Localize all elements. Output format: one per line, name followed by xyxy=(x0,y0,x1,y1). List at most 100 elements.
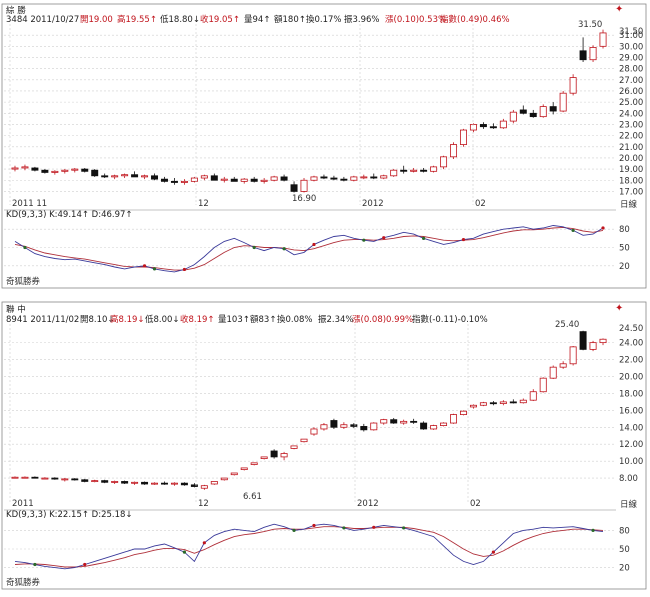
date-tick-label: 12 xyxy=(198,199,209,209)
price-tick-label: 30.00 xyxy=(619,42,643,52)
candle xyxy=(300,438,308,443)
candle-body xyxy=(589,47,597,61)
price-grid xyxy=(4,342,614,479)
red-star-icon: ✦ xyxy=(615,303,623,314)
candle xyxy=(529,389,537,402)
candle xyxy=(61,478,69,482)
candle-body xyxy=(390,419,398,424)
candle-body xyxy=(71,168,79,171)
high-mark-label: 25.40 xyxy=(555,320,579,330)
price-tick-label: 26.00 xyxy=(619,87,643,97)
candle-body xyxy=(569,346,577,365)
candle-body xyxy=(440,156,448,168)
candle-body xyxy=(260,456,268,459)
candle xyxy=(430,424,438,430)
candle-body xyxy=(270,176,278,181)
candle-body xyxy=(479,402,487,406)
candle-body xyxy=(180,482,188,486)
candle-body xyxy=(549,106,557,112)
candle-body xyxy=(41,169,49,173)
candle-body xyxy=(390,169,398,177)
candle xyxy=(410,167,418,173)
price-tick-label: 27.00 xyxy=(619,76,643,86)
candle-body xyxy=(220,477,228,481)
candle-body xyxy=(509,111,517,122)
candle-body xyxy=(270,450,278,458)
candle-body xyxy=(131,481,139,484)
price-grid xyxy=(4,34,614,192)
candle xyxy=(469,123,477,133)
kd-cross-dot xyxy=(461,237,466,242)
candle xyxy=(559,361,567,369)
kd-cross-dot xyxy=(282,247,286,251)
candle-body xyxy=(579,50,587,61)
price-tick-label: 18.00 xyxy=(619,389,643,399)
kd-panel: 20 50 80 xyxy=(4,225,630,273)
k-line xyxy=(14,523,604,570)
candle xyxy=(280,174,288,182)
quote-info: 8941 2011/11/02 開8.10↓ 高8.19↓ 低8.00↓ 收8.… xyxy=(6,314,488,325)
candle xyxy=(151,482,159,485)
candle xyxy=(160,481,168,485)
candle-body xyxy=(101,480,109,483)
candle xyxy=(459,128,467,147)
candle-body xyxy=(51,477,59,480)
candle-body xyxy=(489,126,497,129)
candle-body xyxy=(430,166,438,172)
candle xyxy=(380,418,388,425)
candle xyxy=(400,419,408,425)
candle xyxy=(11,165,19,172)
candle xyxy=(160,176,168,183)
candle-body xyxy=(121,174,129,177)
candle-body xyxy=(190,484,198,487)
low-value: 低18.80↓ xyxy=(160,14,200,25)
kd-cross-dot xyxy=(292,528,296,533)
price-axis: 8.00 10.00 12.00 14.00 16.00 18.00 20.00 22.00 2… xyxy=(619,339,643,484)
candle-body xyxy=(21,476,29,479)
candle xyxy=(450,413,458,424)
candle xyxy=(200,174,208,181)
candle-body xyxy=(81,479,89,482)
candle-body xyxy=(160,482,168,485)
candle-body xyxy=(599,338,607,344)
candle xyxy=(390,417,398,424)
candle-body xyxy=(420,422,428,430)
candle-body xyxy=(539,106,547,118)
kd-tick-label: 80 xyxy=(619,526,630,536)
candle-body xyxy=(400,169,408,172)
candle xyxy=(370,422,378,431)
candle xyxy=(210,481,218,485)
last-price-box xyxy=(617,324,643,333)
candle-body xyxy=(170,482,178,485)
price-tick-label: 10.00 xyxy=(619,457,643,467)
candle xyxy=(599,338,607,346)
price-tick-label: 14.00 xyxy=(619,423,643,433)
candle xyxy=(260,178,268,184)
kd-tick-label: 20 xyxy=(619,564,630,574)
candle xyxy=(459,410,467,416)
candle xyxy=(121,480,129,484)
candle-body xyxy=(170,180,178,183)
volume-value: 量94↑ xyxy=(244,15,270,25)
chart-frame xyxy=(1,301,647,590)
chart-panel-cheng-chung: 聯 中 8941 2011/11/02 開8.10↓ 高8.19↓ 低8.00↓… xyxy=(1,301,647,590)
candle xyxy=(250,462,258,466)
candle-body xyxy=(200,175,208,179)
candle xyxy=(410,418,418,424)
price-tick-label: 16.00 xyxy=(619,406,643,416)
kd-cross-dot xyxy=(601,226,605,230)
kd-cross-dot xyxy=(342,526,346,530)
price-tick-label: 20.00 xyxy=(619,154,643,164)
date-axis: 2011 11 12 2012 02 xyxy=(9,24,486,209)
candle xyxy=(21,476,29,479)
candle-body xyxy=(499,401,507,404)
candle xyxy=(489,401,497,406)
candle-body xyxy=(91,480,99,483)
kd-cross-dot xyxy=(362,238,366,242)
candle-body xyxy=(370,176,378,179)
kd-header: KD(9,3,3) K:22.15↑ D:25.18↓ xyxy=(6,510,133,520)
candle xyxy=(131,481,139,485)
candle xyxy=(310,175,318,182)
price-tick-label: 21.00 xyxy=(619,143,643,153)
candle xyxy=(170,178,178,185)
